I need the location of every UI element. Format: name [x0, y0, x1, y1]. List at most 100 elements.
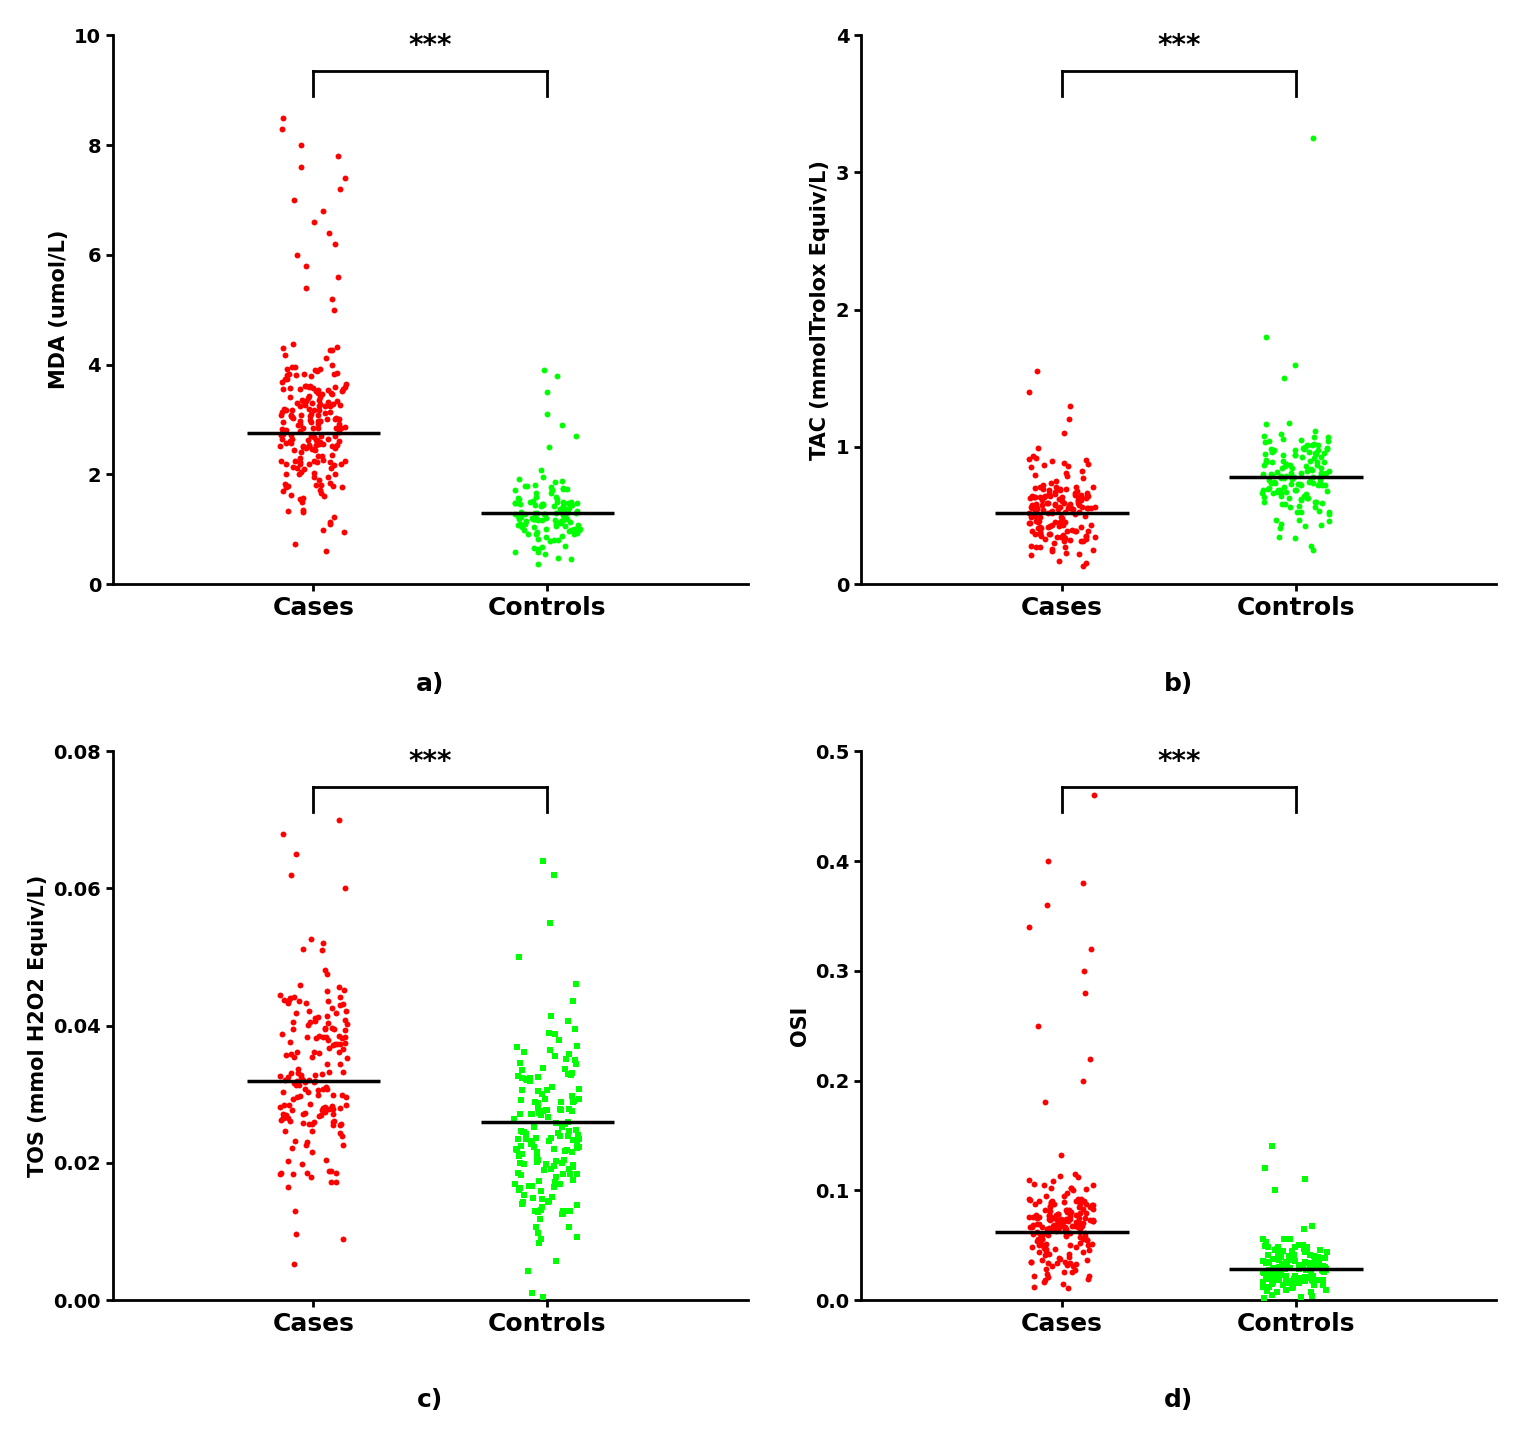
Point: [271, 1080, 296, 1103]
Point: [1289, 474, 1314, 497]
Point: [1294, 434, 1318, 457]
Point: [302, 377, 326, 400]
Point: [549, 1090, 573, 1113]
Point: [567, 1088, 591, 1111]
Point: [567, 1136, 591, 1158]
Point: [1266, 526, 1291, 548]
Point: [521, 1116, 546, 1138]
Point: [270, 404, 294, 427]
Point: [328, 1032, 352, 1055]
Point: [303, 1007, 328, 1030]
Point: [1274, 464, 1298, 487]
Point: [521, 537, 546, 560]
Point: [293, 394, 317, 417]
Point: [1029, 1223, 1053, 1246]
Point: [1257, 468, 1282, 491]
Point: [1053, 541, 1077, 564]
Point: [1059, 1177, 1084, 1200]
Point: [1262, 438, 1286, 461]
Point: [526, 1221, 550, 1244]
Point: [1282, 1247, 1306, 1270]
Point: [285, 243, 309, 266]
Point: [567, 518, 591, 541]
Point: [1298, 1280, 1323, 1303]
Point: [1074, 527, 1099, 550]
Point: [1067, 543, 1091, 566]
Point: [1286, 508, 1311, 531]
Point: [1053, 511, 1077, 534]
Point: [1030, 1224, 1055, 1247]
Point: [512, 1153, 536, 1176]
Point: [320, 1034, 344, 1057]
Point: [1282, 465, 1306, 488]
Point: [305, 1027, 329, 1050]
Point: [518, 491, 543, 514]
Point: [1068, 516, 1093, 538]
Point: [1081, 1209, 1105, 1232]
Point: [538, 1038, 562, 1061]
Point: [297, 384, 322, 407]
Point: [509, 1058, 533, 1081]
Point: [1036, 1217, 1061, 1240]
Point: [1303, 490, 1327, 513]
Point: [504, 1035, 529, 1058]
Point: [1292, 514, 1317, 537]
Point: [503, 491, 527, 514]
Point: [1035, 516, 1059, 538]
Point: [276, 1150, 300, 1173]
Point: [558, 548, 582, 571]
Point: [1039, 1190, 1064, 1213]
Point: [543, 494, 567, 517]
Point: [1283, 478, 1308, 501]
Point: [511, 1078, 535, 1101]
Point: [544, 1111, 568, 1134]
Point: [1303, 1250, 1327, 1273]
Point: [1271, 1229, 1295, 1252]
Point: [506, 1179, 530, 1201]
Point: [300, 1120, 325, 1143]
Point: [1064, 1236, 1088, 1259]
Point: [530, 1100, 555, 1123]
Point: [1301, 126, 1326, 149]
Point: [549, 513, 573, 536]
Point: [302, 438, 326, 461]
Point: [1283, 444, 1308, 467]
Point: [1081, 1209, 1105, 1232]
Point: [1288, 473, 1312, 495]
Point: [291, 435, 315, 458]
Point: [530, 849, 555, 872]
Point: [282, 1200, 306, 1223]
Point: [1018, 511, 1042, 534]
Point: [291, 434, 315, 457]
Point: [271, 378, 296, 401]
Point: [1053, 1250, 1077, 1273]
Point: [1298, 1267, 1323, 1290]
Point: [1254, 412, 1279, 435]
Point: [1017, 1169, 1041, 1191]
Point: [503, 1137, 527, 1160]
Point: [1263, 508, 1288, 531]
Point: [509, 1143, 533, 1166]
Point: [535, 517, 559, 540]
Point: [296, 1081, 320, 1104]
Point: [1055, 461, 1079, 484]
Point: [1260, 441, 1285, 464]
Point: [1052, 514, 1076, 537]
Point: [1265, 461, 1289, 484]
Point: [270, 417, 294, 440]
Point: [1033, 1269, 1058, 1292]
Point: [1070, 460, 1094, 483]
Point: [332, 876, 357, 899]
Point: [315, 1028, 340, 1051]
Point: [326, 265, 351, 288]
Point: [564, 1118, 588, 1141]
Point: [322, 1110, 346, 1133]
Point: [1030, 498, 1055, 521]
Point: [565, 514, 590, 537]
Point: [334, 377, 358, 400]
Point: [1033, 1091, 1058, 1114]
Point: [520, 1130, 544, 1153]
Point: [1064, 484, 1088, 507]
Point: [1074, 524, 1099, 547]
Text: ***: ***: [408, 32, 453, 60]
